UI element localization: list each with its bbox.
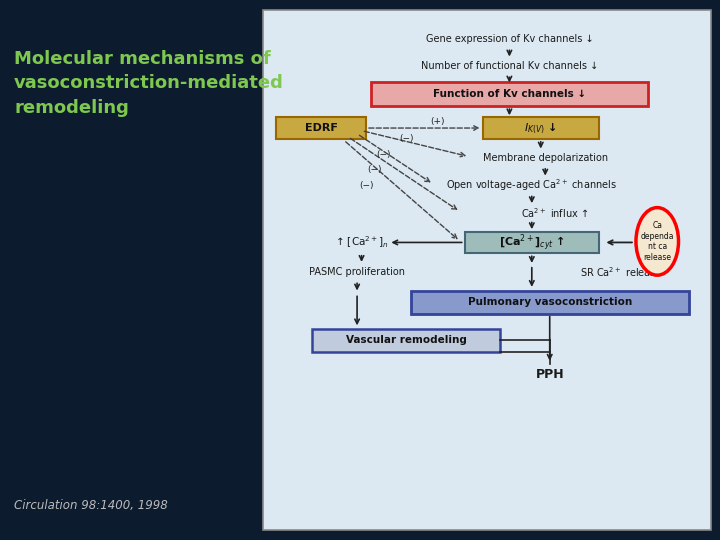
FancyBboxPatch shape — [312, 329, 500, 352]
Text: SR Ca$^{2+}$ release: SR Ca$^{2+}$ release — [580, 265, 662, 279]
Text: [Ca$^{2+}$]$_{cyt}$ ↑: [Ca$^{2+}$]$_{cyt}$ ↑ — [499, 232, 565, 253]
Text: EDRF: EDRF — [305, 123, 338, 133]
Text: PPH: PPH — [536, 368, 564, 381]
FancyBboxPatch shape — [482, 117, 599, 139]
Text: Ca$^{2+}$ influx ↑: Ca$^{2+}$ influx ↑ — [521, 206, 588, 220]
Text: (−): (−) — [377, 150, 391, 159]
Text: (−): (−) — [359, 181, 373, 190]
Text: Vascular remodeling: Vascular remodeling — [346, 335, 467, 345]
Text: Open voltage-aged Ca$^{2+}$ channels: Open voltage-aged Ca$^{2+}$ channels — [446, 177, 617, 193]
Text: Function of Kv channels ↓: Function of Kv channels ↓ — [433, 89, 586, 99]
Text: Circulation 98:1400, 1998: Circulation 98:1400, 1998 — [14, 499, 168, 512]
Text: ↑ [Ca$^{2+}$]$_n$: ↑ [Ca$^{2+}$]$_n$ — [335, 235, 389, 250]
Text: PASMC proliferation: PASMC proliferation — [309, 267, 405, 277]
FancyBboxPatch shape — [276, 117, 366, 139]
Text: Membrane depolarization: Membrane depolarization — [482, 153, 608, 163]
Text: (−): (−) — [368, 165, 382, 174]
Text: (−): (−) — [399, 134, 413, 144]
Text: (+): (+) — [431, 117, 445, 126]
FancyBboxPatch shape — [411, 291, 688, 314]
Ellipse shape — [636, 207, 678, 275]
FancyBboxPatch shape — [464, 232, 599, 253]
Text: Molecular mechanisms of
vasoconstriction-mediated
remodeling: Molecular mechanisms of vasoconstriction… — [14, 50, 284, 117]
Text: $I_{K(V)}$ ↓: $I_{K(V)}$ ↓ — [524, 120, 557, 136]
Text: Ca
dependa
nt ca
release: Ca dependa nt ca release — [641, 221, 674, 261]
Text: Number of functional Kv channels ↓: Number of functional Kv channels ↓ — [420, 61, 598, 71]
FancyBboxPatch shape — [371, 82, 648, 106]
Text: Pulmonary vasoconstriction: Pulmonary vasoconstriction — [467, 297, 632, 307]
FancyBboxPatch shape — [263, 10, 711, 530]
Text: Gene expression of Kv channels ↓: Gene expression of Kv channels ↓ — [426, 33, 593, 44]
